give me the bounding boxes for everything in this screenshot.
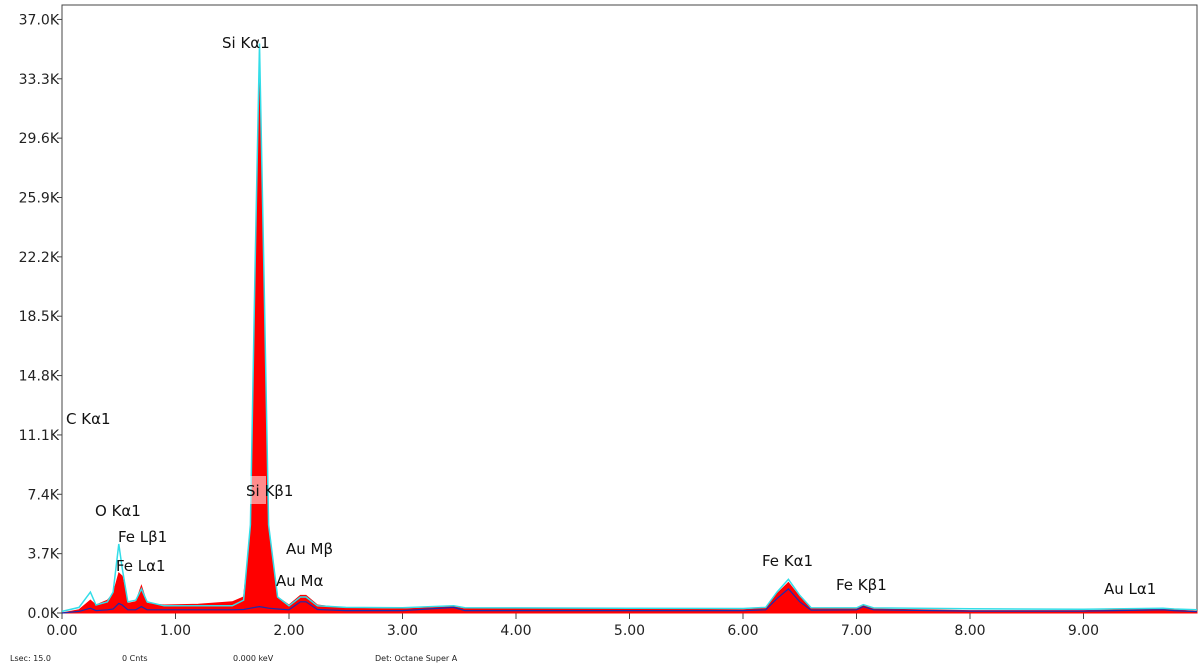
label-backdrop <box>244 476 266 504</box>
y-tick-label: 14.8K <box>19 369 60 385</box>
x-tick-label: 3.00 <box>387 623 418 639</box>
x-tick-label: 6.00 <box>727 623 758 639</box>
peak-label: Si Kβ1 <box>246 482 293 500</box>
x-tick-label: 1.00 <box>160 623 191 639</box>
x-tick-label: 4.00 <box>500 623 531 639</box>
background-line <box>61 588 1198 614</box>
x-tick-label: 9.00 <box>1068 623 1099 639</box>
peak-label: Fe Kα1 <box>762 552 813 570</box>
y-tick-label: 11.1K <box>19 428 60 444</box>
y-tick-label: 33.3K <box>19 72 60 88</box>
y-tick-label: 3.7K <box>28 547 60 563</box>
fit-line <box>61 43 1198 613</box>
x-tick-label: 2.00 <box>273 623 304 639</box>
x-tick-label: 5.00 <box>614 623 645 639</box>
y-tick-label: 7.4K <box>28 487 60 503</box>
y-tick-label: 37.0K <box>19 12 60 28</box>
peak-label: Au Mα <box>276 572 323 590</box>
y-tick-label: 18.5K <box>19 309 60 325</box>
peak-label: Au Lα1 <box>1104 580 1156 598</box>
y-tick-label: 25.9K <box>19 191 60 207</box>
y-tick-label: 22.2K <box>19 250 60 266</box>
peak-label: Fe Kβ1 <box>836 576 887 594</box>
footer-text: Det: Octane Super A <box>375 654 458 663</box>
footer-text: Lsec: 15.0 <box>10 654 51 663</box>
footer-text: 0 Cnts <box>122 654 148 663</box>
peak-label: O Kα1 <box>95 502 141 520</box>
plot-frame <box>61 4 1198 614</box>
footer-text: 0.000 keV <box>233 654 274 663</box>
x-tick-label: 0.00 <box>46 623 77 639</box>
x-tick-label: 8.00 <box>954 623 985 639</box>
x-tick-label: 7.00 <box>841 623 872 639</box>
y-tick-label: 29.6K <box>19 131 60 147</box>
peak-label: Au Mβ <box>286 540 333 558</box>
peak-label: Fe Lβ1 <box>118 528 167 546</box>
peak-label: Si Kα1 <box>222 34 270 52</box>
peak-label: Fe Lα1 <box>116 557 166 575</box>
peak-label: C Kα1 <box>66 410 111 428</box>
y-tick-label: 0.0K <box>28 606 60 622</box>
